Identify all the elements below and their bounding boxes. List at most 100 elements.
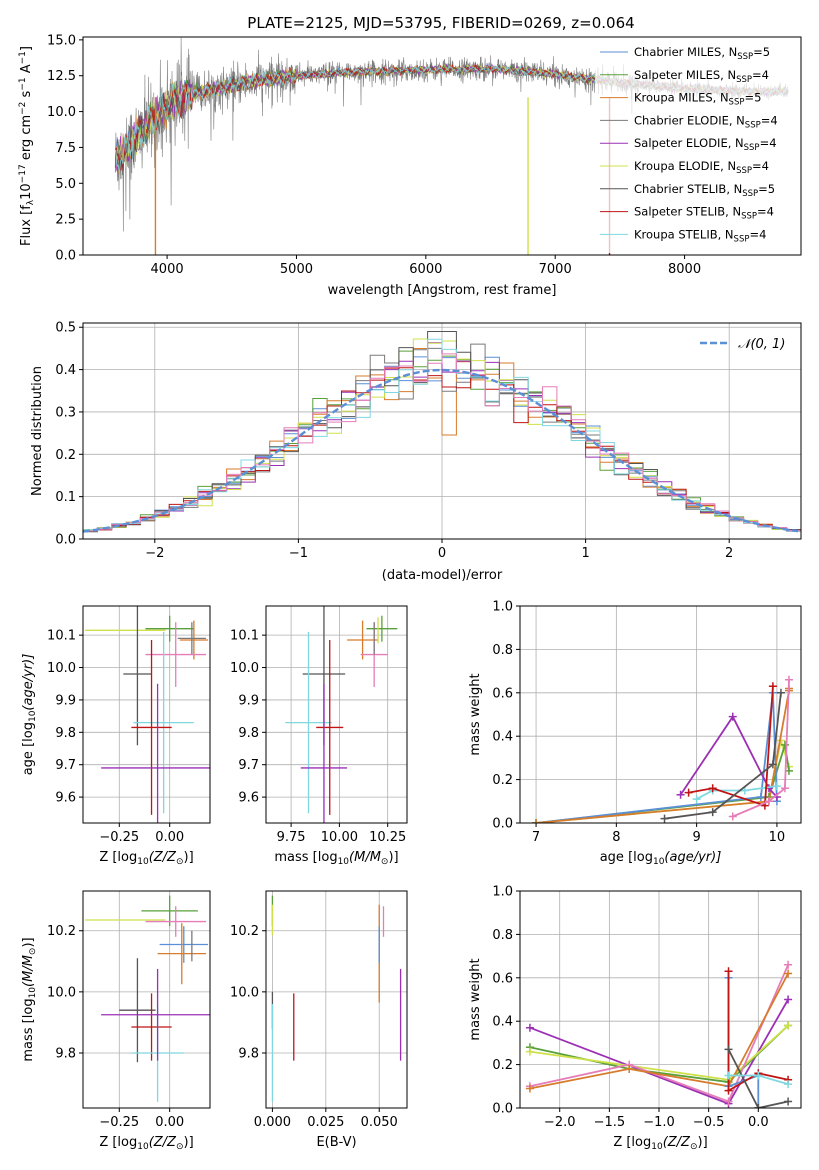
massweight-vs-age-marks (532, 675, 793, 823)
age-vs-z-ytick-label: 10.1 (47, 629, 76, 644)
massweight-vs-age-ytick-label: 1.0 (492, 600, 513, 615)
massweight-vs-age-marker (708, 808, 717, 817)
mass-vs-ebv-ytick-label: 10.0 (230, 985, 259, 1000)
spectrum-xtick-label: 7000 (539, 262, 572, 277)
spectrum-legend-label: Chabrier ELODIE, NSSP=4 (634, 113, 778, 130)
massweight-vs-z-marker (784, 1097, 793, 1106)
massweight-vs-age-marker (756, 792, 765, 801)
massweight-vs-z-marks (525, 960, 793, 1108)
residual-ytick-label: 0.4 (55, 363, 76, 378)
massweight-vs-z-marker (754, 1104, 763, 1108)
massweight-vs-z-marker (724, 1045, 733, 1054)
residual-legend-label: 𝒩(0, 1) (738, 337, 785, 352)
spectrum-legend-box (595, 41, 798, 253)
massweight-vs-age-marker (660, 814, 669, 823)
massweight-vs-age-ytick-label: 0.6 (492, 686, 513, 701)
massweight-vs-z-ytick-label: 0.0 (492, 1102, 513, 1117)
spectrum-ticks: 4000 5000 6000 7000 8000 0.0 2.5 5.0 7.5 10.0 12.5… (47, 33, 701, 277)
mass-vs-ebv-frame (265, 890, 408, 1109)
spectrum-ytick-label: 12.5 (47, 69, 76, 84)
spectrum-ylabel: Flux [fλ10−17 erg cm−2 s−1 A−1] (18, 46, 36, 246)
age-vs-z-xtick-label: −0.25 (99, 830, 139, 845)
age-vs-mass-ytick-label: 10.1 (230, 629, 259, 644)
massweight-vs-z-xlabel: Z [log10(Z/Z⊙)] (613, 1135, 707, 1152)
age-vs-mass-marks (285, 606, 398, 823)
spectrum-xtick-label: 5000 (280, 262, 313, 277)
spectrum-legend-label: Kroupa ELODIE, NSSP=4 (634, 159, 769, 176)
massweight-vs-age-line (536, 688, 790, 823)
residual-ytick-label: 0.1 (55, 490, 76, 505)
spectrum-title: PLATE=2125, MJD=53795, FIBERID=0269, z=0… (247, 14, 634, 32)
age-vs-mass-frame (265, 605, 408, 824)
massweight-vs-z-marker (724, 967, 733, 976)
age-vs-mass-xtick-label: 10.25 (369, 830, 406, 845)
spectrum-legend-label: Chabrier STELIB, NSSP=5 (634, 182, 775, 199)
age-vs-z-marks (85, 606, 210, 823)
massweight-vs-z-panel: −2.0 −1.5 −1.0 −0.5 0.0 0.0 0.2 0.4 0.6 0.8 1.0 Z [… (468, 885, 802, 1152)
massweight-vs-z-ylabel: mass weight (468, 958, 483, 1040)
massweight-vs-z-xtick-label: 0.0 (748, 1115, 769, 1130)
massweight-vs-z-marker (784, 1080, 793, 1089)
residual-ytick-label: 0.5 (55, 321, 76, 336)
massweight-vs-age-marker (764, 797, 773, 806)
spectrum-ytick-label: 2.5 (55, 213, 76, 228)
massweight-vs-age-marker (692, 795, 701, 804)
mass-vs-ebv-xtick-label: 0.050 (361, 1115, 398, 1130)
massweight-vs-z-marker (784, 995, 793, 1004)
massweight-vs-age-marker (708, 784, 717, 793)
massweight-vs-age-xtick-label: 9 (692, 830, 700, 845)
massweight-vs-age-xtick-label: 10 (769, 830, 786, 845)
massweight-vs-z-ytick-label: 0.8 (492, 928, 513, 943)
residual-xlabel: (data-model)/error (382, 568, 503, 583)
age-vs-mass-panel: 9.75 10.00 10.25 9.6 9.7 9.8 9.9 10.0 10.1 mass [… (230, 605, 408, 867)
massweight-vs-z-line (529, 964, 789, 1103)
mass-vs-z-ytick-label: 10.2 (47, 924, 76, 939)
massweight-vs-age-panel: 7 8 9 10 0.0 0.2 0.4 0.6 0.8 1.0 age [log10(age/yr… (468, 600, 802, 867)
age-vs-z-ytick-label: 9.9 (55, 693, 76, 708)
residual-xtick-label: −1 (289, 546, 308, 561)
massweight-vs-age-line (696, 785, 778, 800)
spectrum-legend-label: Salpeter MILES, NSSP=4 (634, 68, 769, 85)
massweight-vs-age-marker (728, 812, 737, 821)
massweight-vs-age-ytick-label: 0.0 (492, 817, 513, 832)
massweight-vs-age-marker (784, 675, 793, 684)
age-vs-z-ytick-label: 10.0 (47, 661, 76, 676)
spectrum-xtick-label: 8000 (668, 262, 701, 277)
mass-vs-z-ytick-label: 10.0 (47, 985, 76, 1000)
residual-ytick-label: 0.2 (55, 448, 76, 463)
mass-vs-ebv-panel: 0.000 0.025 0.050 9.8 10.0 10.2 E(B-V) (230, 890, 408, 1150)
spectrum-legend-label: Chabrier MILES, NSSP=5 (634, 45, 770, 62)
residual-xtick-label: 1 (581, 546, 589, 561)
residual-legend: 𝒩(0, 1) (700, 337, 785, 352)
massweight-vs-z-ytick-label: 0.6 (492, 971, 513, 986)
massweight-vs-z-xtick-label: −1.5 (594, 1115, 626, 1130)
age-vs-z-grid (83, 606, 210, 823)
massweight-vs-z-marker (724, 1086, 733, 1095)
massweight-vs-z-ytick-label: 1.0 (492, 885, 513, 900)
age-vs-mass-ytick-label: 9.9 (238, 693, 259, 708)
massweight-vs-z-marker (525, 1084, 534, 1093)
residual-normal-curve (83, 368, 799, 533)
massweight-vs-z-marker (525, 1047, 534, 1056)
massweight-vs-age-marker (768, 682, 777, 691)
massweight-vs-age-frame (519, 605, 802, 824)
age-vs-mass-xtick-label: 9.75 (277, 830, 306, 845)
spectrum-axes-frame (82, 36, 802, 256)
massweight-vs-age-marker (684, 788, 693, 797)
massweight-vs-z-marker (784, 1021, 793, 1030)
massweight-vs-age-ylabel: mass weight (468, 673, 483, 755)
massweight-vs-z-marker (525, 1023, 534, 1032)
mass-vs-ebv-grid (266, 891, 407, 1108)
massweight-vs-age-line (732, 679, 790, 818)
spectrum-legend-label: Salpeter STELIB, NSSP=4 (634, 205, 774, 222)
massweight-vs-age-ytick-label: 0.8 (492, 643, 513, 658)
residual-xtick-label: 0 (438, 546, 446, 561)
mass-vs-z-ylabel: mass [log10(M/M⊙)] (21, 937, 38, 1061)
spectrum-xtick-label: 6000 (409, 262, 442, 277)
residual-ytick-label: 0.0 (55, 533, 76, 548)
residual-hist-9 (83, 353, 801, 533)
massweight-vs-z-marker (625, 1064, 634, 1073)
mass-vs-z-xtick-label: 0.00 (155, 1115, 184, 1130)
residual-ytick-label: 0.3 (55, 405, 76, 420)
